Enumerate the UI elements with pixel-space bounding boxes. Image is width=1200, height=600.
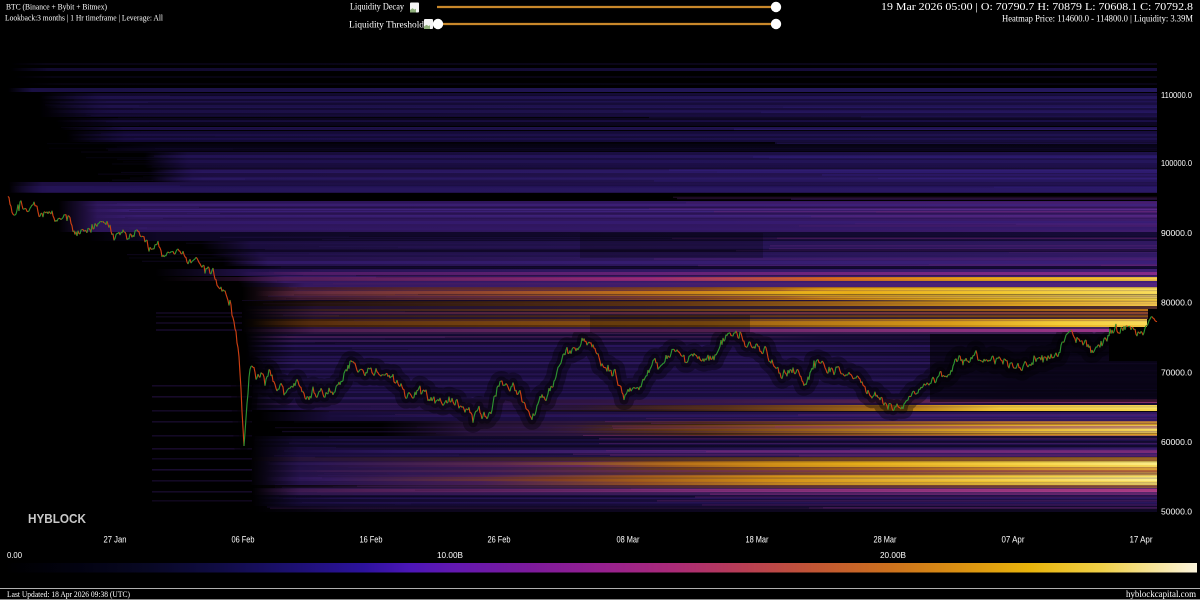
svg-text:Last Updated: 18 Apr 2026 09:3: Last Updated: 18 Apr 2026 09:38 (UTC)	[7, 590, 130, 599]
svg-text:20.00B: 20.00B	[880, 551, 906, 560]
svg-text:26 Feb: 26 Feb	[488, 535, 511, 545]
svg-text:70000.0: 70000.0	[1161, 368, 1193, 377]
svg-text:50000.0: 50000.0	[1161, 508, 1193, 517]
svg-text:80000.0: 80000.0	[1161, 299, 1193, 308]
svg-text:90000.0: 90000.0	[1161, 229, 1193, 238]
svg-text:Liquidity Threshold: Liquidity Threshold	[349, 20, 425, 30]
svg-text:28 Mar: 28 Mar	[874, 535, 897, 545]
svg-text:17 Apr: 17 Apr	[1130, 535, 1153, 545]
svg-text:06 Feb: 06 Feb	[232, 535, 255, 545]
svg-text:27 Jan: 27 Jan	[104, 535, 127, 545]
svg-text:100000.0: 100000.0	[1161, 159, 1193, 168]
svg-text:Heatmap Price: 114600.0 - 1148: Heatmap Price: 114600.0 - 114800.0 | Liq…	[1002, 14, 1193, 24]
svg-text:110000.0: 110000.0	[1161, 91, 1193, 100]
svg-text:Lookback:3 months | 1 Hr timef: Lookback:3 months | 1 Hr timeframe | Lev…	[5, 14, 164, 23]
svg-text:60000.0: 60000.0	[1161, 438, 1193, 447]
svg-text:hyblockcapital.com: hyblockcapital.com	[1126, 589, 1196, 599]
svg-text:0.00: 0.00	[7, 551, 23, 560]
svg-text:08 Mar: 08 Mar	[617, 535, 640, 545]
svg-text:Liquidity Decay: Liquidity Decay	[350, 1, 404, 11]
svg-text:BTC (Binance + Bybit + Bitmex): BTC (Binance + Bybit + Bitmex)	[6, 3, 107, 12]
svg-text:19 Mar 2026 05:00 | O: 70790.7: 19 Mar 2026 05:00 | O: 70790.7 H: 70879 …	[881, 2, 1193, 13]
svg-text:10.00B: 10.00B	[437, 551, 463, 560]
svg-text:HYBLOCK: HYBLOCK	[28, 511, 87, 526]
svg-text:07 Apr: 07 Apr	[1002, 535, 1025, 545]
svg-text:18 Mar: 18 Mar	[746, 535, 769, 545]
svg-text:16 Feb: 16 Feb	[360, 535, 383, 545]
